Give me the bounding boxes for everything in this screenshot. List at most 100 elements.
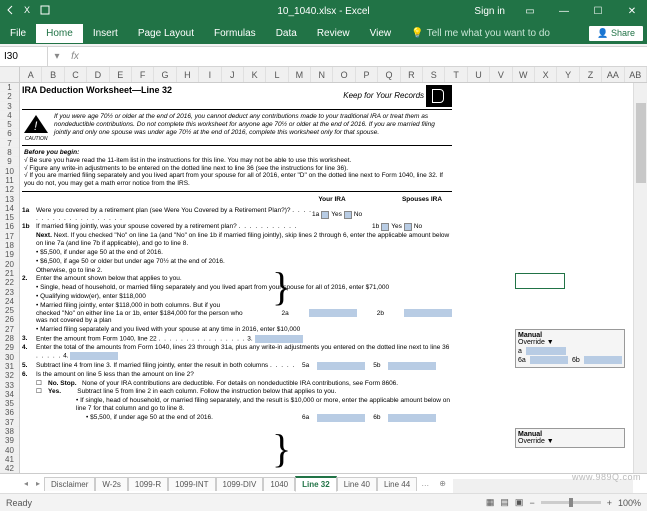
col-hdr[interactable]: O (333, 67, 355, 82)
col-hdr[interactable]: H (177, 67, 199, 82)
col-hdr[interactable]: Q (378, 67, 400, 82)
col-hdr[interactable]: N (311, 67, 333, 82)
col-hdr[interactable]: J (222, 67, 244, 82)
close-icon[interactable]: ✕ (617, 0, 647, 22)
col-hdr[interactable]: AA (602, 67, 624, 82)
tab-view[interactable]: View (360, 24, 402, 43)
zoom-in-icon[interactable]: + (607, 498, 612, 508)
name-box[interactable]: I30 (0, 47, 48, 66)
input-5b[interactable] (388, 362, 436, 370)
chk-1b-no[interactable] (404, 223, 412, 231)
zoom-out-icon[interactable]: − (529, 498, 534, 508)
back-icon[interactable] (6, 5, 16, 18)
col-hdr[interactable]: K (244, 67, 266, 82)
ribbon-options-icon[interactable]: ▭ (515, 0, 545, 22)
name-dropdown-icon[interactable]: ▾ (48, 51, 66, 62)
window-title: 10_1040.xlsx - Excel (277, 6, 369, 17)
tab-data[interactable]: Data (266, 24, 307, 43)
sheet-tab[interactable]: 1040 (263, 477, 295, 491)
column-headers: A B C D E F G H I J K L M N O P Q R S T … (0, 67, 647, 83)
your-ira-hdr: Your IRA (302, 196, 362, 204)
col-hdr[interactable]: Y (557, 67, 579, 82)
side-override-panel: Manual Override ▼ a 6a6b Manual Override… (515, 273, 625, 473)
input-6a[interactable] (317, 414, 365, 422)
save-icon[interactable] (40, 5, 50, 18)
tell-me[interactable]: 💡 Tell me what you want to do (411, 28, 550, 39)
col-hdr[interactable]: U (468, 67, 490, 82)
status-text: Ready (6, 498, 32, 508)
input-4[interactable] (70, 352, 118, 360)
tab-file[interactable]: File (0, 24, 36, 43)
vertical-scrollbar[interactable] (633, 83, 647, 473)
sheet-tab-active[interactable]: Line 32 (295, 476, 337, 492)
zoom-level[interactable]: 100% (618, 498, 641, 508)
col-hdr[interactable]: E (110, 67, 132, 82)
svg-text:CAUTION: CAUTION (25, 136, 48, 141)
sheet-more[interactable]: … (417, 479, 433, 488)
sheet-nav-prev[interactable]: ◂ (20, 479, 32, 488)
row-headers[interactable]: 1234567891011121314151617181920212223242… (0, 83, 20, 473)
col-hdr[interactable]: F (132, 67, 154, 82)
signin-link[interactable]: Sign in (468, 4, 511, 19)
active-cell-indicator (515, 273, 565, 289)
chk-1a-yes[interactable] (321, 211, 329, 219)
maximize-icon[interactable]: ☐ (583, 0, 613, 22)
view-break-icon[interactable]: ▣ (515, 497, 524, 508)
col-hdr[interactable]: R (401, 67, 423, 82)
before-begin-box: Before you begin: √ Be sure you have rea… (22, 145, 452, 192)
col-hdr[interactable]: C (65, 67, 87, 82)
worksheet-title: IRA Deduction Worksheet—Line 32 (22, 85, 172, 107)
sheet-tab[interactable]: 1099-R (128, 477, 168, 491)
input-2a[interactable] (309, 309, 357, 317)
col-hdr[interactable]: AB (625, 67, 647, 82)
col-hdr[interactable]: T (445, 67, 467, 82)
view-layout-icon[interactable]: ▤ (500, 497, 509, 508)
override-6b-input[interactable] (584, 356, 622, 364)
col-hdr[interactable]: A (20, 67, 42, 82)
sheet-nav-next[interactable]: ▸ (32, 479, 44, 488)
tab-insert[interactable]: Insert (83, 24, 128, 43)
input-5a[interactable] (317, 362, 365, 370)
sheet-tab[interactable]: Line 44 (377, 477, 417, 491)
input-3[interactable] (255, 335, 303, 343)
input-6b[interactable] (388, 414, 436, 422)
titlebar: X 10_1040.xlsx - Excel Sign in ▭ — ☐ ✕ (0, 0, 647, 22)
col-hdr[interactable]: Z (580, 67, 602, 82)
ribbon-tabs: File Home Insert Page Layout Formulas Da… (0, 22, 647, 44)
col-hdr[interactable]: M (289, 67, 311, 82)
sheet-tab[interactable]: Line 40 (337, 477, 377, 491)
tab-review[interactable]: Review (307, 24, 360, 43)
col-hdr[interactable]: W (513, 67, 535, 82)
tab-pagelayout[interactable]: Page Layout (128, 24, 204, 43)
col-hdr[interactable]: L (266, 67, 288, 82)
col-hdr[interactable]: B (42, 67, 64, 82)
worksheet-area[interactable]: 1234567891011121314151617181920212223242… (0, 83, 647, 473)
col-hdr[interactable]: D (87, 67, 109, 82)
col-hdr[interactable]: X (535, 67, 557, 82)
add-sheet-icon[interactable]: ⊕ (433, 479, 452, 488)
sheet-tab[interactable]: W-2s (95, 477, 128, 491)
col-hdr[interactable]: S (423, 67, 445, 82)
horizontal-scrollbar[interactable] (453, 479, 633, 493)
chk-1b-yes[interactable] (381, 223, 389, 231)
sheet-tab[interactable]: 1099-DIV (216, 477, 264, 491)
share-button[interactable]: 👤 Share (589, 26, 643, 41)
override-6a-input[interactable] (530, 356, 568, 364)
col-hdr[interactable]: I (199, 67, 221, 82)
sheet-tabs: ◂ ▸ Disclaimer W-2s 1099-R 1099-INT 1099… (0, 473, 647, 493)
sheet-tab[interactable]: Disclaimer (44, 477, 95, 491)
tab-home[interactable]: Home (36, 24, 83, 43)
col-hdr[interactable]: P (356, 67, 378, 82)
fx-icon[interactable]: fx (66, 51, 84, 62)
col-hdr[interactable]: G (154, 67, 176, 82)
override-a-input[interactable] (526, 347, 566, 355)
select-all-corner[interactable] (0, 67, 20, 82)
minimize-icon[interactable]: — (549, 0, 579, 22)
chk-1a-no[interactable] (344, 211, 352, 219)
col-hdr[interactable]: V (490, 67, 512, 82)
tab-formulas[interactable]: Formulas (204, 24, 266, 43)
sheet-tab[interactable]: 1099-INT (168, 477, 215, 491)
view-normal-icon[interactable]: ▦ (486, 497, 495, 508)
input-2b[interactable] (404, 309, 452, 317)
excel-icon: X (22, 4, 34, 19)
